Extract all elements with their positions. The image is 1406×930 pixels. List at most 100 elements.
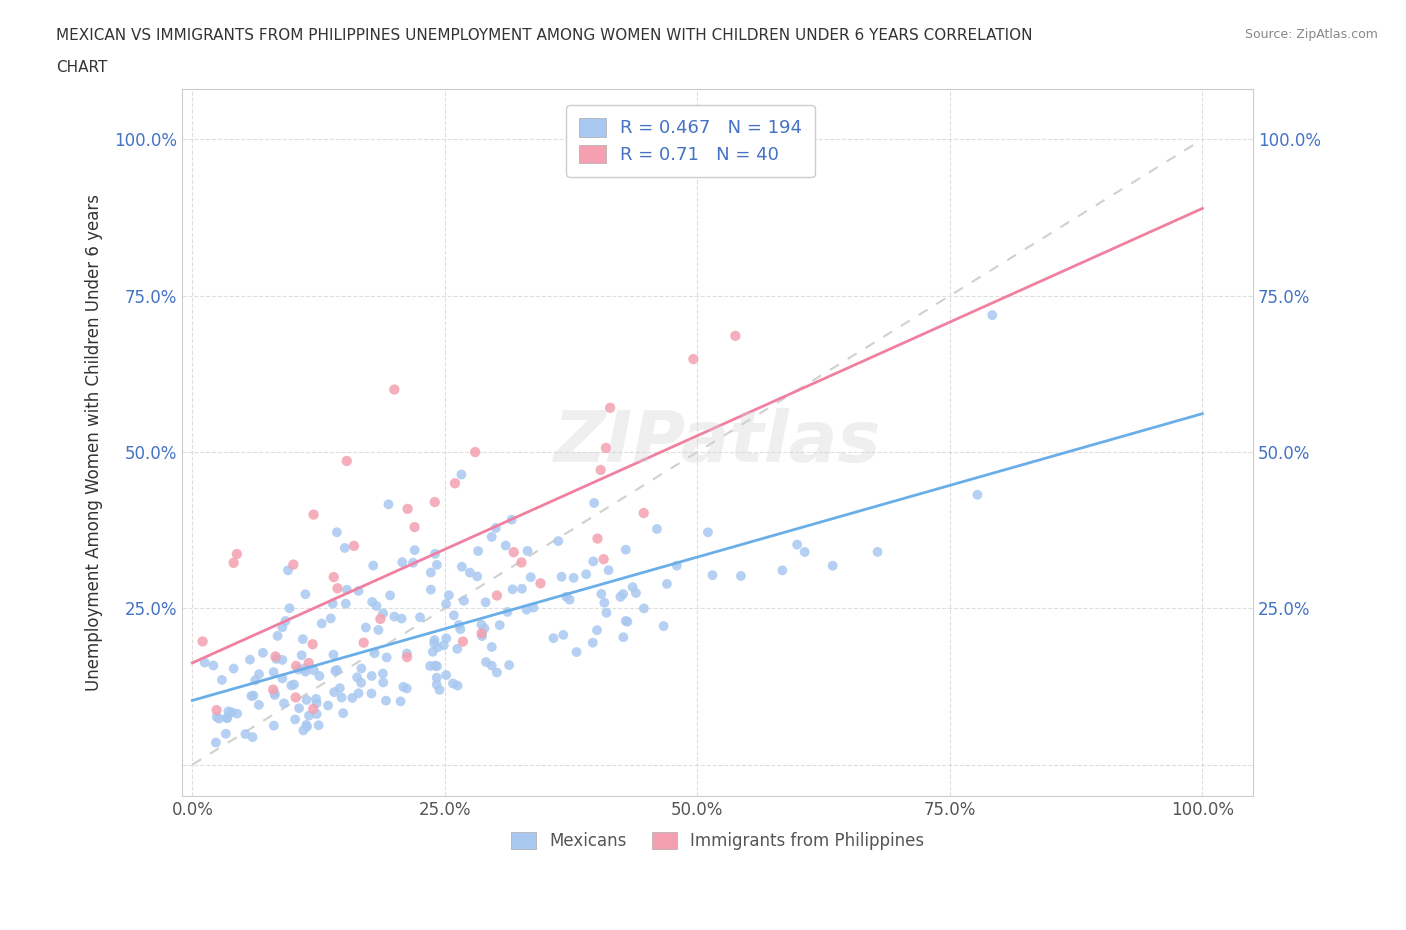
Point (614, 614, 637, 629)
Point (786, 538, 808, 552)
Point (575, 566, 598, 581)
Point (422, 644, 444, 659)
Point (326, 581, 349, 596)
Point (423, 495, 446, 510)
Point (342, 690, 364, 705)
Point (316, 698, 339, 713)
Text: Source: ZipAtlas.com: Source: ZipAtlas.com (1244, 28, 1378, 41)
Point (271, 671, 294, 686)
Point (458, 565, 481, 580)
Point (271, 653, 294, 668)
Point (434, 596, 457, 611)
Point (235, 726, 257, 741)
Point (295, 693, 318, 708)
Point (550, 569, 572, 584)
Point (555, 590, 578, 604)
Point (367, 622, 389, 637)
Point (366, 599, 388, 614)
Point (404, 520, 426, 535)
Point (866, 544, 889, 559)
Point (389, 694, 412, 709)
Point (423, 632, 446, 647)
Point (283, 557, 305, 572)
Point (346, 670, 368, 684)
Point (471, 626, 494, 641)
Point (308, 669, 330, 684)
Point (263, 687, 285, 702)
Text: CHART: CHART (56, 60, 108, 75)
Point (451, 634, 474, 649)
Point (444, 476, 467, 491)
Point (391, 554, 413, 569)
Point (724, 328, 747, 343)
Point (264, 649, 287, 664)
Point (205, 703, 228, 718)
Point (496, 604, 519, 619)
Point (350, 661, 373, 676)
Point (391, 611, 413, 626)
Point (481, 529, 503, 544)
Point (502, 582, 524, 597)
Point (294, 664, 316, 679)
Point (612, 630, 634, 644)
Point (392, 680, 415, 695)
Point (516, 543, 538, 558)
Point (586, 531, 609, 546)
Point (553, 628, 575, 643)
Point (519, 570, 541, 585)
Point (330, 690, 353, 705)
Point (217, 711, 239, 725)
Y-axis label: Unemployment Among Women with Children Under 6 years: Unemployment Among Women with Children U… (86, 194, 103, 691)
Point (598, 563, 620, 578)
Point (277, 563, 299, 578)
Point (295, 717, 318, 732)
Point (682, 352, 704, 366)
Point (205, 710, 228, 724)
Point (322, 596, 344, 611)
Point (336, 582, 359, 597)
Point (240, 688, 263, 703)
Point (208, 711, 231, 726)
Point (419, 658, 441, 673)
Point (371, 666, 394, 681)
Point (263, 685, 285, 700)
Point (202, 658, 225, 673)
Point (305, 696, 328, 711)
Point (453, 593, 475, 608)
Point (543, 631, 565, 645)
Point (326, 525, 349, 539)
Point (665, 558, 688, 573)
Point (370, 611, 392, 626)
Point (361, 558, 384, 573)
Point (523, 600, 546, 615)
Point (347, 583, 370, 598)
Point (305, 691, 328, 706)
Point (443, 608, 465, 623)
Text: MEXICAN VS IMMIGRANTS FROM PHILIPPINES UNEMPLOYMENT AMONG WOMEN WITH CHILDREN UN: MEXICAN VS IMMIGRANTS FROM PHILIPPINES U… (56, 28, 1033, 43)
Point (652, 618, 675, 633)
Point (242, 688, 264, 703)
Point (291, 648, 314, 663)
Point (382, 382, 405, 397)
Point (565, 644, 588, 659)
Point (450, 467, 472, 482)
Point (426, 677, 449, 692)
Point (396, 650, 419, 665)
Point (252, 645, 274, 660)
Point (429, 683, 451, 698)
Point (592, 551, 614, 566)
Point (616, 614, 638, 629)
Point (291, 631, 314, 646)
Point (595, 605, 617, 620)
Point (981, 308, 1004, 323)
Point (343, 538, 366, 553)
Point (335, 596, 357, 611)
Point (302, 507, 325, 522)
Point (423, 635, 446, 650)
Point (271, 619, 294, 634)
Point (591, 587, 613, 602)
Point (419, 582, 441, 597)
Point (284, 712, 307, 727)
Point (292, 661, 315, 676)
Point (558, 592, 581, 607)
